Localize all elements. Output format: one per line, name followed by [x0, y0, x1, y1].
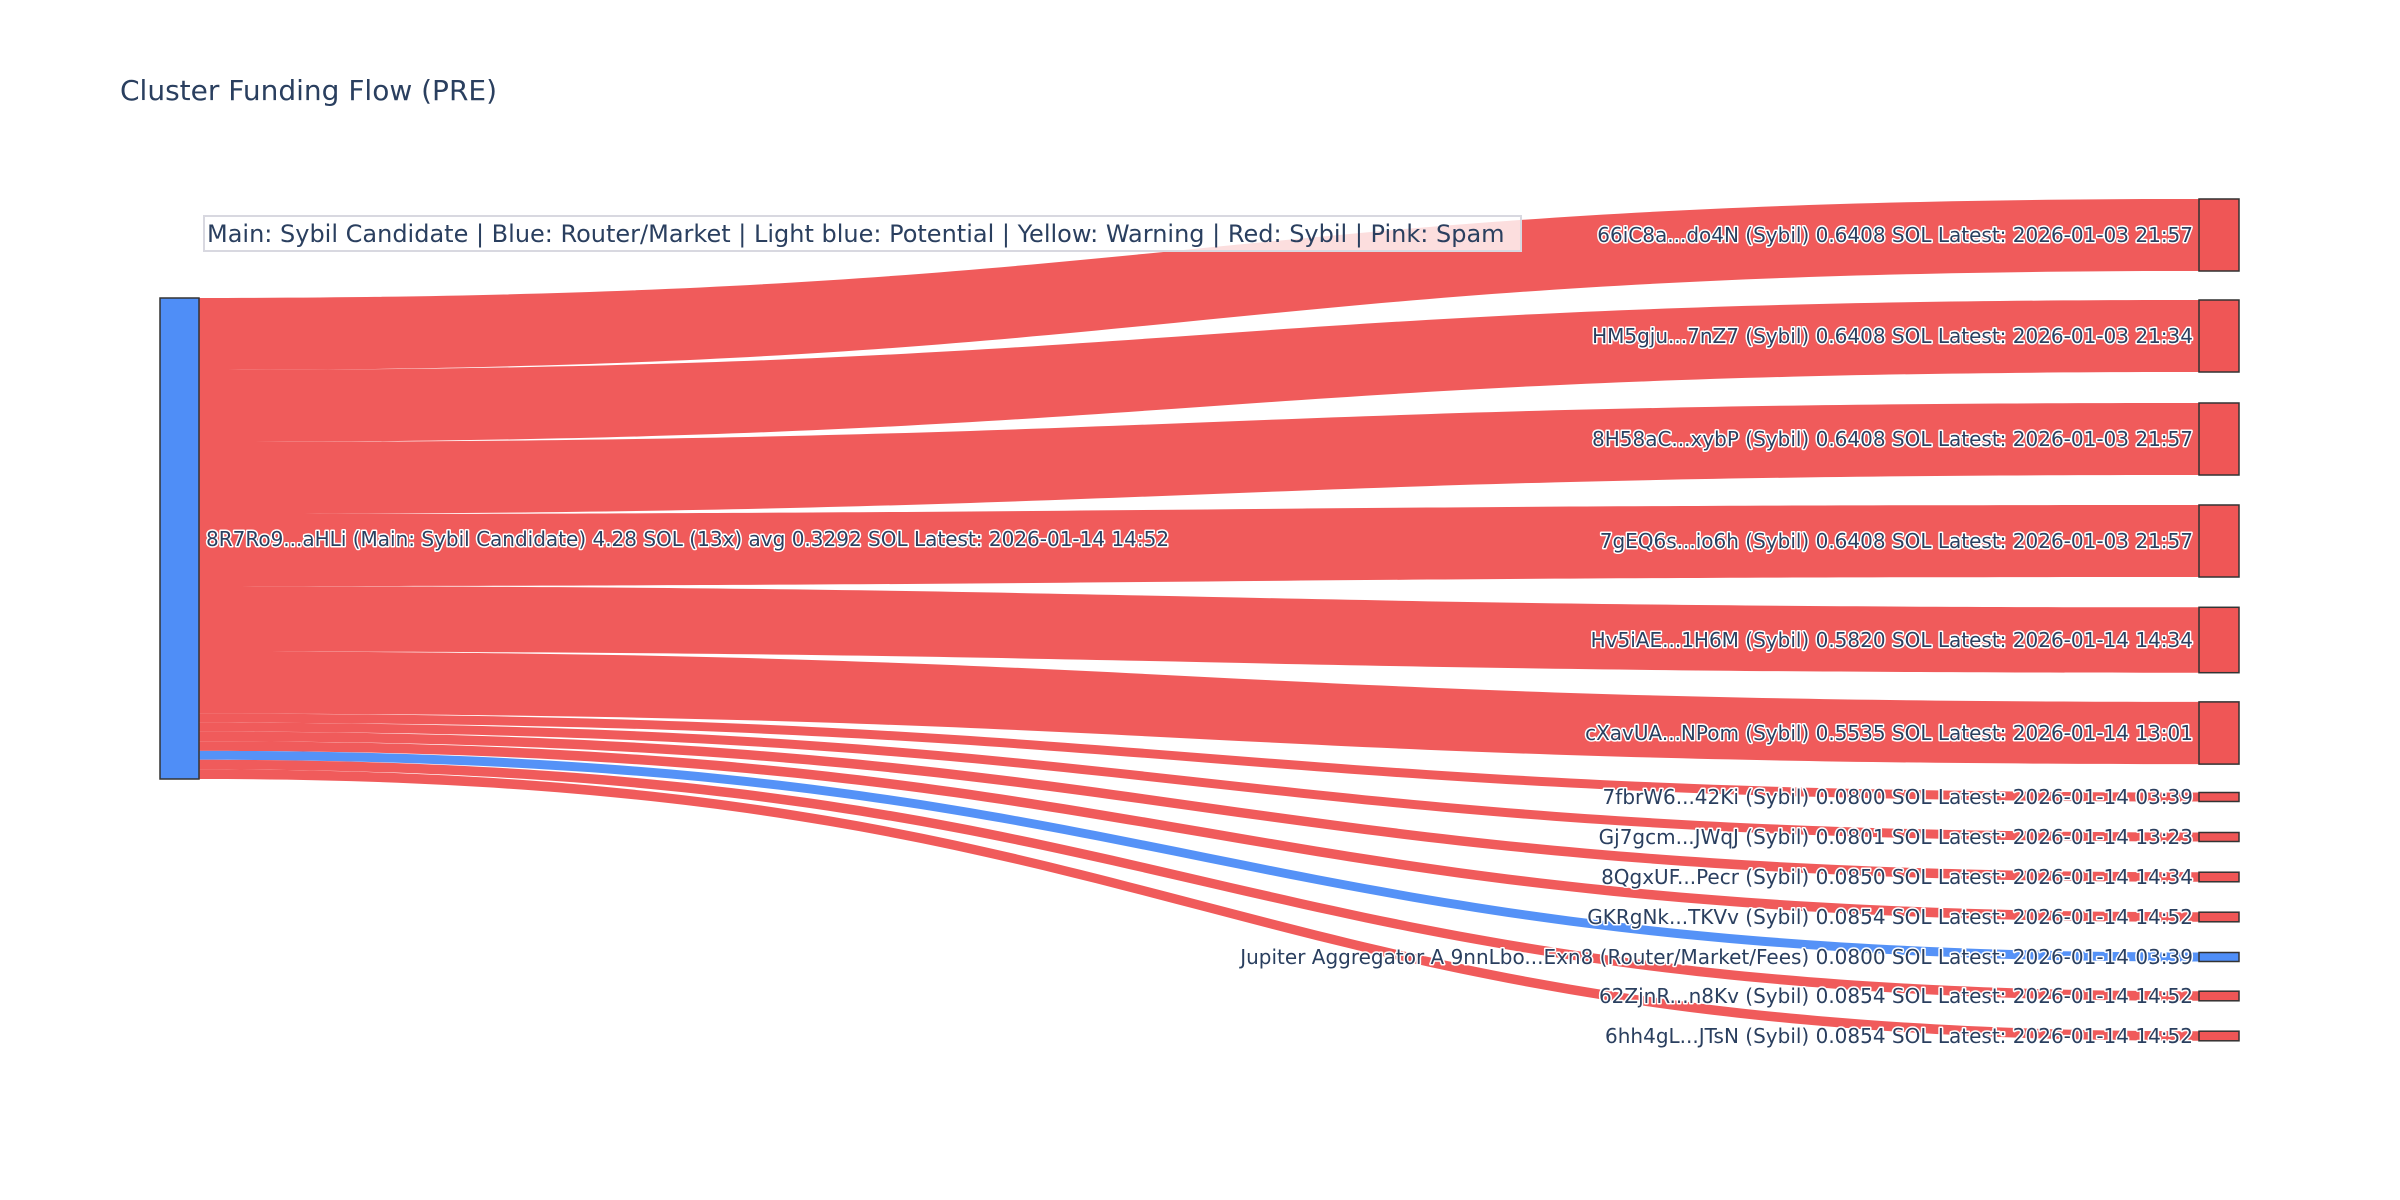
source-label: 8R7Ro9...aHLi (Main: Sybil Candidate) 4.… — [206, 527, 1169, 551]
target-node-6[interactable] — [2198, 791, 2240, 803]
target-label-12: 6hh4gL...JTsN (Sybil) 0.0854 SOL Latest:… — [1605, 1024, 2193, 1048]
target-node-7[interactable] — [2198, 831, 2240, 843]
link-1[interactable] — [199, 299, 2199, 443]
target-node-1[interactable] — [2198, 299, 2240, 373]
links-layer — [199, 198, 2199, 1041]
target-label-7: Gj7gcm...JWqJ (Sybil) 0.0801 SOL Latest:… — [1599, 825, 2193, 849]
link-7[interactable] — [199, 722, 2199, 842]
target-label-5: cXavUA...NPom (Sybil) 0.5535 SOL Latest:… — [1585, 721, 2193, 745]
chart-title: Cluster Funding Flow (PRE) — [120, 74, 497, 107]
target-label-3: 7gEQ6s...io6h (Sybil) 0.6408 SOL Latest:… — [1600, 529, 2193, 553]
target-label-9: GKRgNk...TKVv (Sybil) 0.0854 SOL Latest:… — [1587, 905, 2193, 929]
target-node-4[interactable] — [2198, 606, 2240, 674]
link-5[interactable] — [199, 651, 2199, 765]
link-2[interactable] — [199, 402, 2199, 515]
labels-layer: 66iC8a...do4N (Sybil) 0.6408 SOL Latest:… — [205, 222, 2195, 1050]
target-node-5[interactable] — [2198, 701, 2240, 765]
target-label-0: 66iC8a...do4N (Sybil) 0.6408 SOL Latest:… — [1597, 223, 2193, 247]
link-0[interactable] — [199, 198, 2199, 371]
link-11[interactable] — [199, 759, 2199, 1001]
link-6[interactable] — [199, 713, 2199, 802]
target-node-8[interactable] — [2198, 871, 2240, 883]
target-label-2: 8H58aC...xybP (Sybil) 0.6408 SOL Latest:… — [1592, 427, 2193, 451]
target-node-11[interactable] — [2198, 990, 2240, 1002]
nodes-layer — [159, 198, 2240, 1042]
target-node-9[interactable] — [2198, 911, 2240, 923]
link-8[interactable] — [199, 731, 2199, 882]
link-9[interactable] — [199, 741, 2199, 922]
target-label-11: 62ZjnR...n8Kv (Sybil) 0.0854 SOL Latest:… — [1599, 984, 2193, 1008]
target-node-12[interactable] — [2198, 1030, 2240, 1042]
target-node-3[interactable] — [2198, 504, 2240, 578]
legend-text: Main: Sybil Candidate | Blue: Router/Mar… — [207, 220, 1505, 248]
link-3[interactable] — [199, 504, 2199, 587]
target-node-0[interactable] — [2198, 198, 2240, 272]
source-node[interactable] — [159, 297, 200, 780]
target-label-10: Jupiter Aggregator A 9nnLbo...Exn8 (Rout… — [1238, 945, 2193, 969]
target-node-2[interactable] — [2198, 402, 2240, 476]
target-label-4: Hv5iAE...1H6M (Sybil) 0.5820 SOL Latest:… — [1591, 628, 2193, 652]
target-label-8: 8QgxUF...Pecr (Sybil) 0.0850 SOL Latest:… — [1601, 865, 2193, 889]
link-12[interactable] — [199, 769, 2199, 1041]
target-label-1: HM5gju...7nZ7 (Sybil) 0.6408 SOL Latest:… — [1592, 324, 2193, 348]
legend-annotation: Main: Sybil Candidate | Blue: Router/Mar… — [203, 215, 1522, 252]
legend-box — [203, 215, 1522, 252]
link-10[interactable] — [199, 750, 2199, 962]
target-node-10[interactable] — [2198, 951, 2240, 963]
target-label-6: 7fbrW6...42Ki (Sybil) 0.0800 SOL Latest:… — [1603, 785, 2193, 809]
link-4[interactable] — [199, 586, 2199, 673]
